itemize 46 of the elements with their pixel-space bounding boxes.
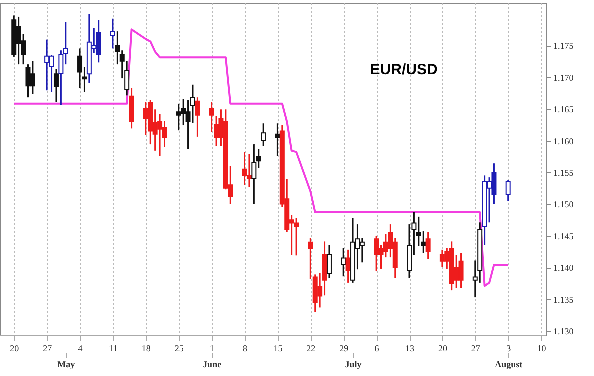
candlestick bbox=[195, 96, 200, 138]
y-tick-label: 1.175 bbox=[554, 41, 574, 52]
y-tick-label: 1.145 bbox=[554, 231, 574, 242]
y-tick-label: 1.165 bbox=[554, 104, 574, 115]
x-tick-label: 20 bbox=[10, 344, 20, 354]
y-tick-label: 1.155 bbox=[554, 168, 574, 178]
x-tick-label: 4 bbox=[78, 344, 84, 354]
x-tick-label: 22 bbox=[306, 344, 316, 354]
candlestick bbox=[242, 151, 248, 186]
y-tick-label: 1.170 bbox=[554, 72, 574, 83]
candlestick bbox=[506, 179, 511, 202]
x-tick-label: 15 bbox=[274, 344, 284, 354]
x2-tick-label: August bbox=[495, 360, 523, 370]
x-tick-label: 8 bbox=[243, 344, 248, 354]
x-tick-label: 3 bbox=[506, 344, 512, 354]
x-tick-label: 25 bbox=[174, 344, 184, 354]
y-tick-label: 1.135 bbox=[554, 294, 574, 305]
candlestick bbox=[261, 122, 266, 148]
candlestick bbox=[326, 244, 332, 280]
x-tick-label: 10 bbox=[537, 344, 547, 354]
candlestick bbox=[341, 247, 346, 278]
x-tick-label: 18 bbox=[142, 344, 152, 354]
x-tick-label: 20 bbox=[438, 344, 448, 354]
y-tick-label: 1.160 bbox=[554, 136, 574, 146]
x-tick-label: 29 bbox=[340, 344, 350, 354]
y-tick-label: 1.130 bbox=[554, 326, 574, 337]
y-tick-label: 1.150 bbox=[554, 200, 574, 210]
candlestick bbox=[54, 68, 59, 103]
x2-tick-label: June bbox=[203, 360, 222, 370]
candlestick bbox=[78, 48, 83, 89]
x2-tick-label: May bbox=[58, 360, 76, 370]
candlestick bbox=[346, 249, 351, 284]
x-tick-label: 27 bbox=[43, 344, 53, 354]
x2-tick-label: July bbox=[345, 360, 362, 370]
candlestick bbox=[246, 153, 252, 188]
candlestick bbox=[426, 231, 431, 260]
y-tick-label: 1.140 bbox=[554, 263, 574, 274]
x-tick-label: 6 bbox=[374, 344, 380, 354]
line-series bbox=[13, 28, 510, 288]
annotation: EUR/USD bbox=[370, 61, 438, 78]
candlestick bbox=[275, 122, 280, 157]
x-tick-label: 13 bbox=[406, 344, 415, 354]
x-tick-label: 1 bbox=[210, 344, 215, 354]
x-tick-label: 11 bbox=[109, 344, 118, 354]
candlestick bbox=[110, 18, 116, 50]
x-tick-label: 27 bbox=[471, 344, 481, 354]
